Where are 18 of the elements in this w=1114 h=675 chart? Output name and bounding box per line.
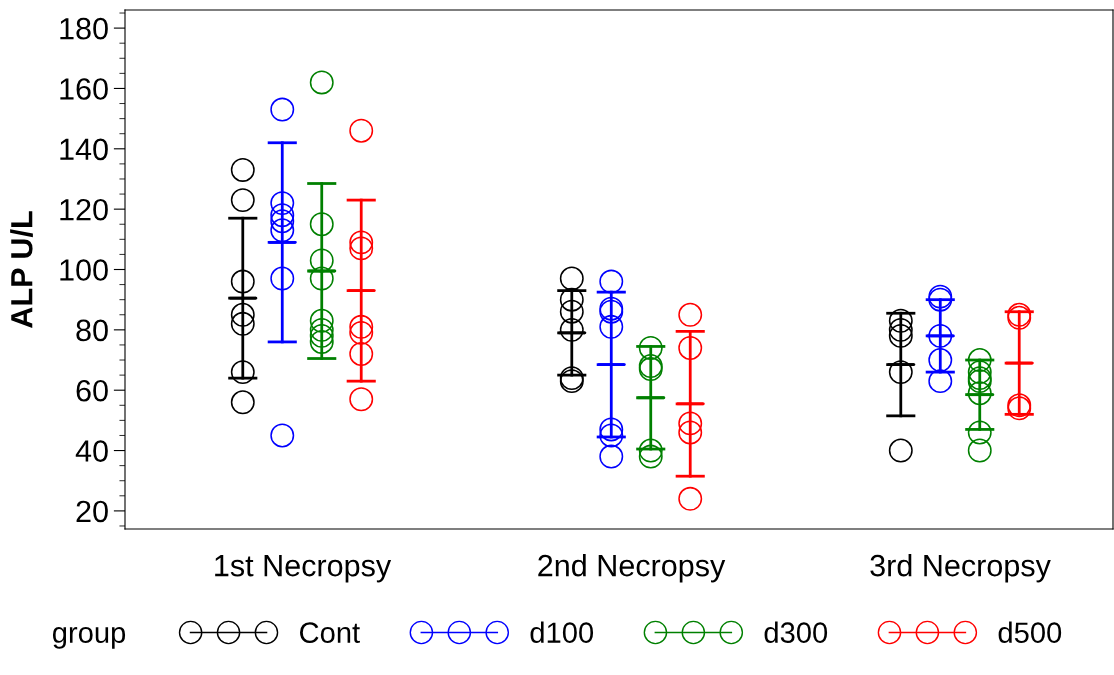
legend-label: Cont bbox=[300, 622, 360, 643]
y-tick-label: 100 bbox=[60, 259, 108, 281]
y-axis-title: ALP U/L bbox=[10, 211, 33, 328]
legend-label: d500 bbox=[998, 621, 1062, 643]
x-tick-label: 2nd Necropsy bbox=[538, 554, 726, 583]
y-tick-label: 160 bbox=[60, 78, 108, 100]
legend-label: d300 bbox=[764, 621, 828, 643]
legend-title: group bbox=[52, 627, 126, 649]
y-tick-label: 60 bbox=[76, 379, 108, 402]
legend-label: d100 bbox=[530, 621, 594, 643]
y-tick-label: 120 bbox=[60, 198, 108, 221]
y-tick-label: 20 bbox=[76, 500, 108, 523]
y-tick-label: 140 bbox=[60, 138, 108, 161]
y-tick-label: 80 bbox=[76, 319, 108, 342]
x-tick-label: 1st Necropsy bbox=[215, 555, 392, 583]
y-tick-label: 40 bbox=[75, 440, 108, 462]
x-tick-label: 3rd Necropsy bbox=[870, 554, 1051, 583]
y-tick-label: 180 bbox=[60, 17, 108, 40]
